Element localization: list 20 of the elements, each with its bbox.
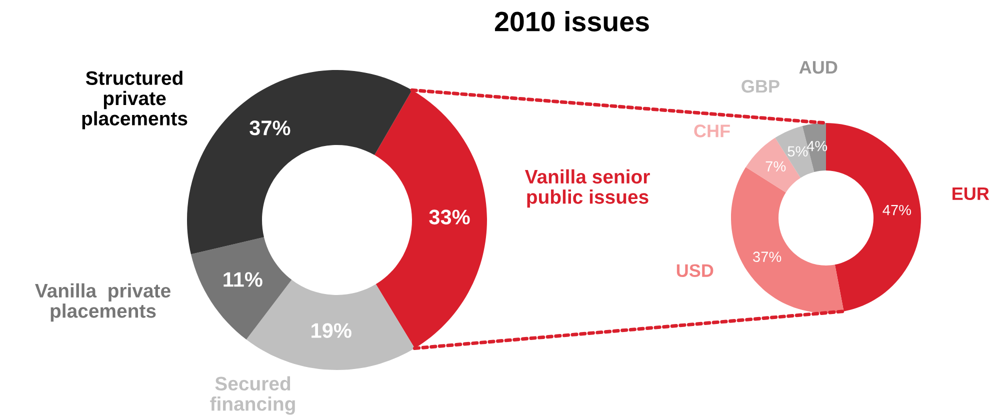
donut-slice	[190, 237, 292, 340]
slice-label: USD	[676, 264, 714, 277]
slice-label: Vanilla private placements	[35, 283, 170, 322]
data-label: 33%	[429, 210, 470, 224]
data-label: 11%	[224, 272, 262, 287]
slice-label: Secured financing	[210, 376, 295, 415]
slice-label: AUD	[799, 61, 838, 74]
data-label: 37%	[250, 120, 290, 136]
slice-label: Vanilla senior public issues	[524, 169, 650, 208]
slice-label: CHF	[694, 124, 730, 138]
chart-title: 2010 issues	[494, 11, 649, 32]
data-label: 5%	[788, 146, 808, 157]
data-label: 47%	[882, 204, 912, 216]
data-label: 37%	[753, 252, 782, 262]
slice-label: Structured private placements	[82, 70, 188, 130]
slice-label: GBP	[742, 80, 780, 93]
data-label: 19%	[312, 323, 352, 338]
slice-label: EUR	[952, 187, 990, 200]
data-label: 7%	[766, 161, 786, 172]
donut-slice	[187, 70, 412, 254]
